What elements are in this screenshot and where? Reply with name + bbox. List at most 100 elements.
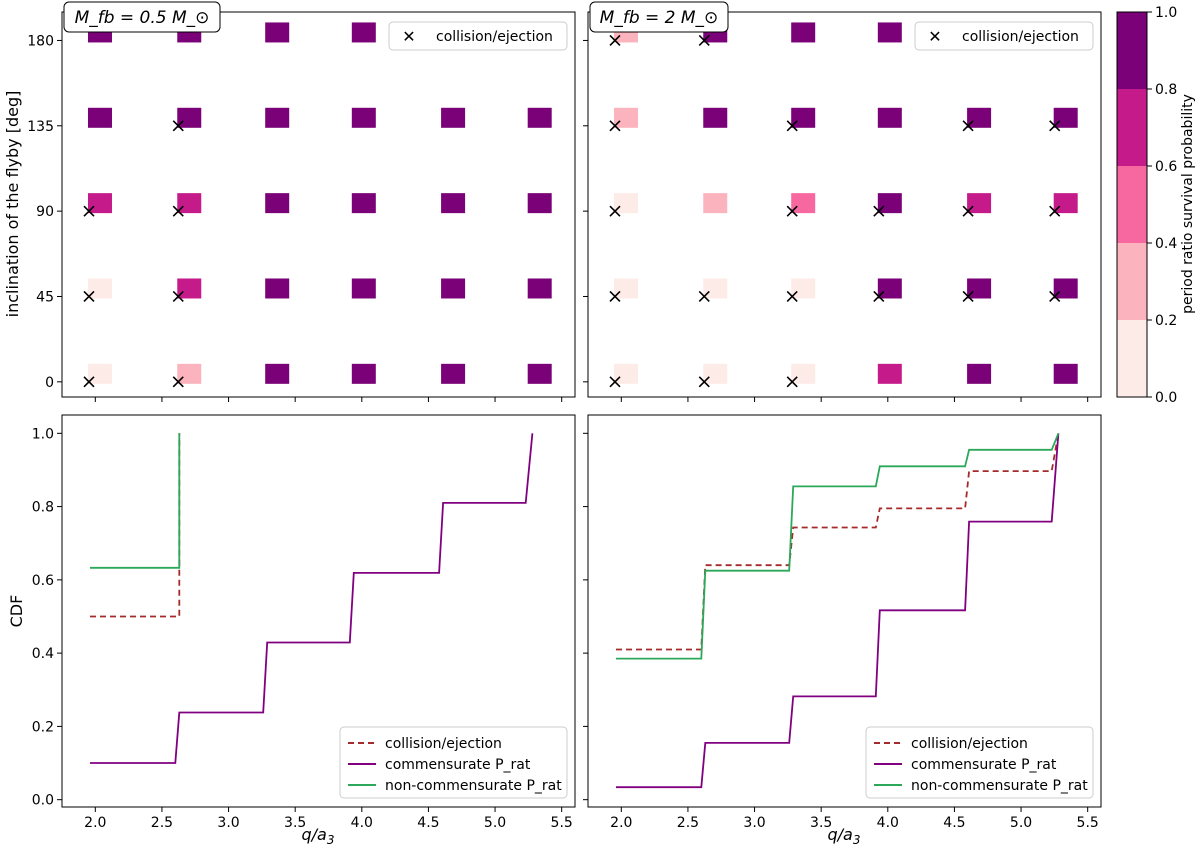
heat-cell	[177, 278, 202, 299]
heat-cell	[791, 193, 816, 214]
colorbar: 0.0 0.2 0.4 0.6 0.8 1.0	[1116, 5, 1177, 406]
heat-cell	[613, 278, 638, 299]
heat-cell	[967, 278, 992, 299]
heat-cell	[877, 22, 902, 43]
collision-marker	[83, 290, 95, 303]
heat-cell	[527, 107, 552, 128]
colorbar-segment	[1117, 320, 1147, 397]
y-tick-label: 180	[27, 33, 54, 49]
cdf-series-line	[90, 433, 181, 569]
heat-cell	[1053, 363, 1078, 384]
x-tick-label: 4.5	[417, 815, 439, 831]
legend-heat-right: ✕ collision/ejection	[914, 21, 1094, 51]
heat-cell	[967, 193, 992, 214]
legend-heat-right-label: collision/ejection	[962, 29, 1079, 45]
collision-marker	[609, 205, 621, 217]
legend-heat-right-marker: ✕	[928, 27, 941, 46]
x-tick-label: 3.0	[743, 815, 765, 831]
heat-cell	[87, 278, 112, 299]
heat-cell	[877, 278, 902, 299]
heat-cell	[791, 363, 816, 384]
collision-marker	[1049, 120, 1061, 132]
x-tick-label: 3.0	[217, 815, 239, 831]
y-tick-label: 0.6	[32, 573, 54, 589]
heat-cell	[441, 278, 466, 299]
collision-marker	[172, 120, 184, 132]
heat-cell	[703, 107, 728, 128]
collision-marker	[172, 205, 184, 217]
colorbar-tick-label: 0.8	[1155, 82, 1177, 98]
x-tick-label: 5.5	[1077, 815, 1099, 831]
cdf-series-line	[616, 433, 1060, 651]
collision-marker	[609, 120, 621, 132]
collision-marker	[786, 120, 798, 132]
collision-marker	[172, 290, 184, 303]
panel-top-right	[587, 11, 1102, 398]
collision-marker	[786, 376, 798, 388]
colorbar-segment	[1117, 12, 1147, 89]
heat-cell	[613, 107, 638, 128]
heat-cell	[791, 278, 816, 299]
y-tick-label: 0.0	[32, 793, 54, 809]
heatmap-right-cells	[609, 22, 1078, 388]
collision-marker	[698, 376, 710, 388]
panel-title-right-text: M_fb = 2 M_⊙	[600, 8, 719, 28]
legend-cdf-right-noncommensurate: non-commensurate P_rat	[911, 778, 1088, 794]
heat-cell	[877, 363, 902, 384]
collision-marker	[172, 376, 184, 388]
heat-cell	[1053, 107, 1078, 128]
axis-ticks: 2.0 2.5 3.0 3.5 4.0 4.5 5.0 5.5 2.0 2.5 3.0 3.5 4.0 4…	[27, 33, 1099, 831]
heat-cell	[527, 363, 552, 384]
legend-cdf-left: collision/ejection commensurate P_rat no…	[339, 726, 568, 799]
cdf-right-lines	[616, 432, 1060, 789]
y-tick-label: 45	[36, 289, 54, 305]
heat-cell	[177, 193, 202, 214]
legend-heat-left-marker: ✕	[402, 27, 415, 46]
ylabel-heat: inclination of the flyby [deg]	[3, 91, 22, 318]
heat-cell	[703, 193, 728, 214]
heat-cell	[703, 363, 728, 384]
x-tick-label: 5.0	[1010, 815, 1032, 831]
heat-cell	[527, 193, 552, 214]
y-tick-label: 1.0	[32, 426, 54, 442]
heat-cell	[791, 22, 816, 43]
colorbar-segment	[1117, 166, 1147, 243]
xlabel-right: q/a3	[828, 825, 861, 847]
heat-cell	[527, 278, 552, 299]
heat-cell	[265, 107, 290, 128]
cdf-series-line	[90, 433, 181, 618]
legend-cdf-left-collision: collision/ejection	[385, 736, 502, 752]
x-tick-label: 4.0	[877, 815, 899, 831]
heat-cell	[351, 107, 376, 128]
x-tick-label: 2.5	[151, 815, 173, 831]
cdf-series-line	[616, 432, 1060, 660]
colorbar-tick-label: 1.0	[1155, 5, 1177, 21]
x-tick-label: 4.0	[351, 815, 373, 831]
heat-cell	[177, 363, 202, 384]
x-tick-label: 3.5	[284, 815, 306, 831]
heat-cell	[265, 22, 290, 43]
panel-bottom-right	[587, 414, 1102, 808]
y-tick-label: 0.4	[32, 646, 54, 662]
cdf-left-lines	[90, 433, 534, 764]
collision-marker	[1049, 290, 1061, 303]
heat-cell	[351, 278, 376, 299]
heat-cell	[87, 107, 112, 128]
collision-marker	[962, 205, 974, 217]
x-tick-label: 5.0	[484, 815, 506, 831]
colorbar-tick-label: 0.4	[1155, 236, 1177, 252]
heat-cell	[87, 193, 112, 214]
colorbar-tick-label: 0.0	[1155, 390, 1177, 406]
heat-cell	[703, 278, 728, 299]
collision-marker	[962, 120, 974, 132]
heat-cell	[265, 363, 290, 384]
legend-heat-left: ✕ collision/ejection	[388, 21, 568, 51]
x-tick-label: 4.5	[943, 815, 965, 831]
ylabel-cdf: CDF	[7, 595, 26, 628]
y-tick-label: 135	[27, 119, 54, 135]
collision-marker	[1049, 205, 1061, 217]
heat-cell	[265, 278, 290, 299]
x-tick-label: 2.5	[677, 815, 699, 831]
heat-cell	[265, 193, 290, 214]
